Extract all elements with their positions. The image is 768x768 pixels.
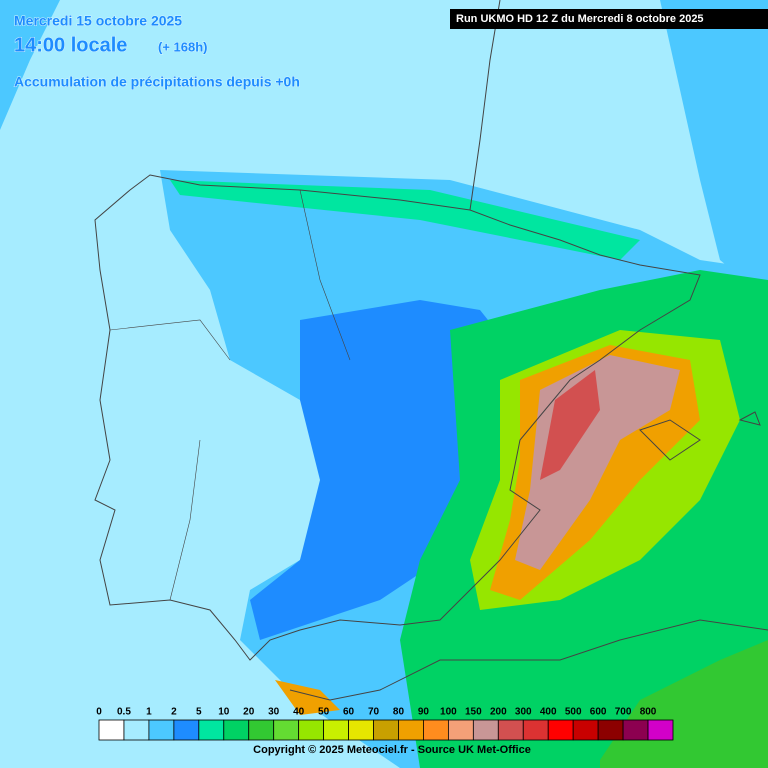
- legend-label: 500: [565, 707, 582, 718]
- legend-swatch: [622, 719, 649, 741]
- border: [109, 189, 351, 601]
- legend-label: 0: [96, 707, 102, 718]
- legend-swatch: [148, 719, 175, 741]
- island: [639, 411, 761, 461]
- date: Mercredi 15 octobre 2025: [14, 13, 182, 29]
- legend-swatch: [423, 719, 449, 741]
- legend-label: 150: [465, 707, 482, 718]
- legend-swatch: [522, 719, 549, 741]
- coastline: [469, 0, 501, 211]
- legend-label: 5: [196, 707, 202, 718]
- legend-swatch: [547, 719, 574, 741]
- legend-label: 400: [540, 707, 557, 718]
- legend-swatch: [223, 719, 250, 741]
- legend-swatch: [323, 719, 349, 741]
- legend-label: 70: [368, 707, 380, 718]
- coastlines: [94, 0, 768, 701]
- legend-label: 90: [418, 707, 430, 718]
- legend-label: 200: [490, 707, 507, 718]
- legend-swatch: [572, 719, 599, 741]
- legend-label: 20: [243, 707, 255, 718]
- field-area: [540, 370, 600, 480]
- run-info: Run UKMO HD 12 Z du Mercredi 8 octobre 2…: [456, 13, 704, 25]
- legend-swatch: [298, 719, 325, 741]
- legend-swatch: [173, 719, 200, 741]
- legend-swatch: [597, 719, 624, 741]
- field-area: [275, 680, 340, 715]
- legend-label: 10: [218, 707, 230, 718]
- legend-label: 30: [268, 707, 280, 718]
- field-area: [660, 0, 768, 300]
- copyright: Copyright © 2025 Meteociel.fr - Source U…: [253, 744, 531, 756]
- legend-label: 300: [515, 707, 532, 718]
- legend-label: 40: [293, 707, 305, 718]
- legend: 0 0.5 1 2 5 10 20 30 40 50 60 70 80 90 100 150 200 300 400…: [96, 707, 674, 741]
- field-area: [250, 300, 520, 640]
- legend-swatch: [647, 719, 674, 741]
- legend-swatch: [348, 719, 374, 741]
- subtitle: Accumulation de précipitations depuis +0…: [14, 74, 300, 90]
- legend-label: 100: [440, 707, 457, 718]
- legend-swatch: [98, 719, 125, 741]
- legend-label: 700: [615, 707, 632, 718]
- legend-label: 1: [146, 707, 152, 718]
- legend-swatch: [497, 719, 524, 741]
- time: 14:00 locale: [14, 34, 127, 56]
- legend-swatch: [248, 719, 275, 741]
- field-area: [0, 0, 60, 130]
- legend-swatch: [273, 719, 300, 741]
- legend-swatch: [198, 719, 225, 741]
- legend-swatch: [373, 719, 399, 741]
- legend-swatch: [398, 719, 424, 741]
- legend-swatch: [123, 719, 150, 741]
- legend-label: 0.5: [117, 707, 131, 718]
- legend-label: 80: [393, 707, 405, 718]
- coastline: [289, 619, 768, 701]
- run-box: [450, 9, 768, 29]
- coastline: [94, 174, 701, 661]
- legend-label: 50: [318, 707, 330, 718]
- legend-label: 600: [590, 707, 607, 718]
- legend-label: 60: [343, 707, 355, 718]
- legend-label: 800: [640, 707, 657, 718]
- legend-label: 2: [171, 707, 177, 718]
- lead-time: (+ 168h): [158, 39, 208, 54]
- legend-swatch: [447, 719, 474, 741]
- legend-swatch: [472, 719, 499, 741]
- field-area: [170, 180, 640, 260]
